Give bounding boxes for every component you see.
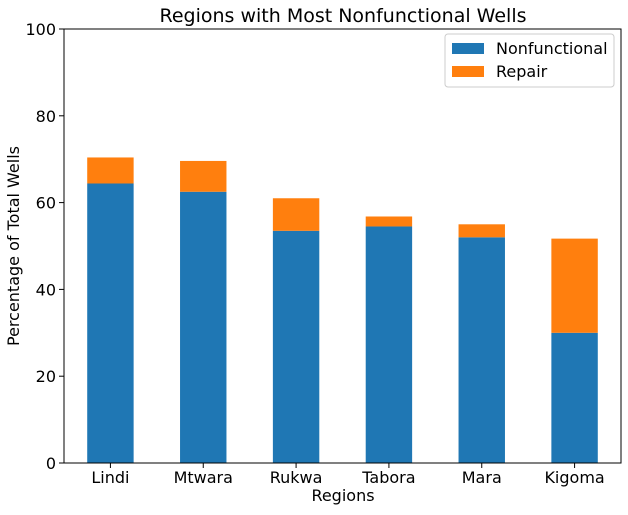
- bar-repair-kigoma: [551, 238, 598, 333]
- bar-nonfunctional-lindi: [87, 183, 134, 463]
- bar-repair-mara: [458, 224, 505, 238]
- y-tick-label: 60: [36, 194, 56, 213]
- y-tick-label: 100: [25, 20, 56, 39]
- legend-box: [444, 33, 615, 88]
- bar-nonfunctional-kigoma: [551, 332, 598, 463]
- y-axis-label: Percentage of Total Wells: [4, 146, 23, 346]
- bar-nonfunctional-tabora: [365, 226, 413, 463]
- x-tick-label: Mara: [462, 468, 502, 487]
- plot-area: Lindi Mtwara Rukwa Tabora Mara Kigoma 0 20 40 60 8…: [25, 20, 622, 487]
- x-tick-label: Mtwara: [174, 468, 233, 487]
- x-tick-label: Lindi: [91, 468, 129, 487]
- legend-label-nonfunctional: Nonfunctional: [496, 39, 608, 58]
- y-tick-label: 0: [46, 454, 56, 473]
- y-tick-label: 40: [36, 280, 56, 299]
- plot-frame: [63, 28, 622, 464]
- x-tick-label: Kigoma: [544, 468, 604, 487]
- bar-nonfunctional-mtwara: [180, 191, 227, 463]
- legend: Nonfunctional Repair: [444, 33, 615, 88]
- legend-swatch-nonfunctional: [452, 43, 484, 54]
- bar-nonfunctional-rukwa: [272, 230, 320, 463]
- x-tick-label: Rukwa: [270, 468, 323, 487]
- x-tick-label: Tabora: [361, 468, 415, 487]
- bar-repair-lindi: [87, 157, 134, 184]
- bar-repair-rukwa: [272, 198, 320, 231]
- chart-title: Regions with Most Nonfunctional Wells: [159, 5, 526, 27]
- bar-repair-mtwara: [180, 160, 227, 192]
- y-tick-label: 20: [36, 367, 56, 386]
- legend-label-repair: Repair: [496, 62, 548, 81]
- bar-nonfunctional-mara: [458, 237, 505, 463]
- x-axis-label: Regions: [311, 486, 374, 505]
- legend-swatch-repair: [452, 66, 484, 77]
- bar-repair-tabora: [365, 216, 413, 227]
- y-tick-label: 80: [36, 107, 56, 126]
